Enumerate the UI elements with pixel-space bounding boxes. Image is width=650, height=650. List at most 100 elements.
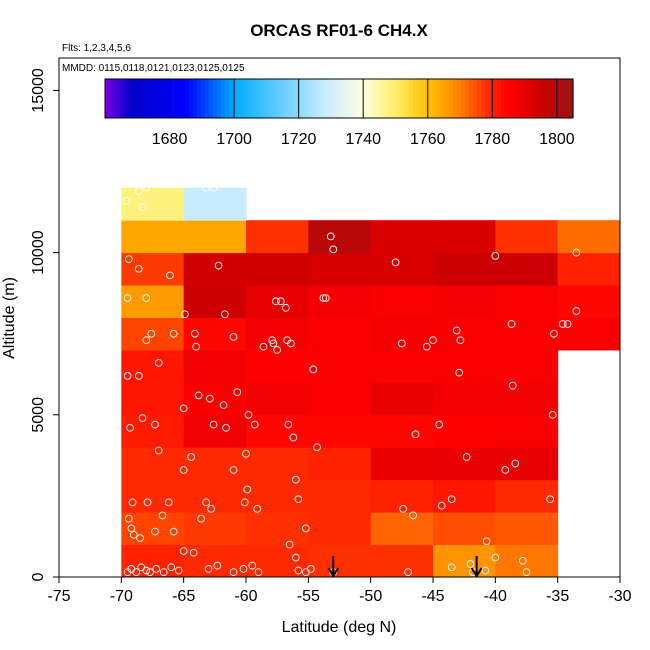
heatmap-cell [121,447,185,481]
cells-layer [121,187,620,577]
sample-point [124,255,133,263]
heatmap-cell [495,349,559,383]
colorbar-swatch [437,79,442,118]
heatmap-cell [308,220,372,254]
sample-point [329,245,338,254]
sample-point [482,537,491,546]
sample-point [213,561,222,570]
sample-point [253,505,262,513]
colorbar-frame [104,78,574,119]
heatmap-cell [370,220,434,254]
colorbar-swatch [289,79,294,118]
arrow-marker-head [327,567,340,578]
colorbar-swatch [333,79,338,118]
y-axis-label: Altitude (m) [1,277,18,359]
colorbar-swatch [445,79,450,118]
sample-point [244,410,253,419]
colorbar-swatch [453,79,458,118]
colorbar-swatch [277,79,282,118]
colorbar-swatch [561,79,566,118]
sample-point [491,252,500,260]
colorbar-swatch [321,79,326,118]
sample-point [132,568,141,576]
sample-point [522,568,531,576]
colorbar-swatch [125,79,130,118]
colorbar-swatch [105,79,110,118]
heatmap-cell [246,220,309,254]
colorbar-swatch [309,79,314,118]
sample-point [134,187,143,195]
sample-point [147,329,156,338]
sample-point [313,443,321,452]
colorbar-swatch [489,79,494,118]
y-tick-label: 0 [30,572,47,581]
colorbar-swatch [117,79,122,118]
heatmap-cell [433,512,496,546]
colorbar-swatch [217,79,222,118]
heatmap-cell [433,252,496,286]
colorbar-swatch [161,79,166,118]
colorbar-swatch [221,79,226,118]
colorbar-swatch [505,79,510,118]
colorbar-swatch [553,79,558,118]
colorbar-swatch [549,79,554,118]
sample-point [202,498,210,507]
sample-point [134,372,143,380]
colorbar-swatch [269,79,274,118]
sample-point [154,446,163,455]
sample-point [558,320,567,328]
colorbar-swatch [165,79,170,118]
arrow-marker-head [470,567,483,578]
sample-point [309,365,318,374]
sample-point [207,505,215,513]
heatmap-cell [121,252,185,286]
colorbar-tick-label: 1780 [475,131,511,148]
colorbar-swatch [149,79,154,118]
colorbar-swatch [421,79,426,118]
x-tick-label: -45 [421,588,444,605]
colorbar-swatch [121,79,126,118]
sample-point [268,336,277,345]
colorbar-swatch [365,79,370,118]
sample-point [491,553,500,562]
heatmap-cell [308,285,372,318]
sample-point [191,329,199,338]
heatmap-cell [121,349,185,383]
sample-point [550,329,558,338]
colorbar-swatch [189,79,194,118]
heatmap-cell [308,479,372,513]
sample-point [284,420,293,429]
sample-point [242,449,250,458]
sample-point [181,310,189,319]
heatmap-cell [246,544,309,577]
colorbar-swatch [509,79,514,118]
sample-point [301,524,310,533]
heatmap-cell [495,252,559,286]
colorbar-swatch [465,79,470,118]
heatmap-cell [433,317,496,351]
sample-point [518,556,527,565]
colorbar-swatch [113,79,118,118]
heatmap-cell [557,252,620,286]
heatmap-cell [433,447,496,481]
sample-point [287,339,295,348]
sample-point [250,420,259,429]
colorbar-swatch [169,79,174,118]
colorbar-swatch [281,79,286,118]
sample-point [422,342,431,351]
sample-point [319,294,328,302]
colorbar-swatch [301,79,306,118]
sample-point [435,420,444,429]
colorbar-swatch [545,79,550,118]
sample-point [229,568,238,576]
sample-point [321,294,330,302]
heatmap-cell [495,512,559,546]
colorbar-swatch [141,79,146,118]
sample-point [277,297,285,306]
colorbar-swatch [557,79,562,118]
heatmap-cell [308,252,372,286]
heatmap-cell [433,544,496,577]
colorbar-swatch [373,79,378,118]
colorbar-swatch [405,79,410,118]
